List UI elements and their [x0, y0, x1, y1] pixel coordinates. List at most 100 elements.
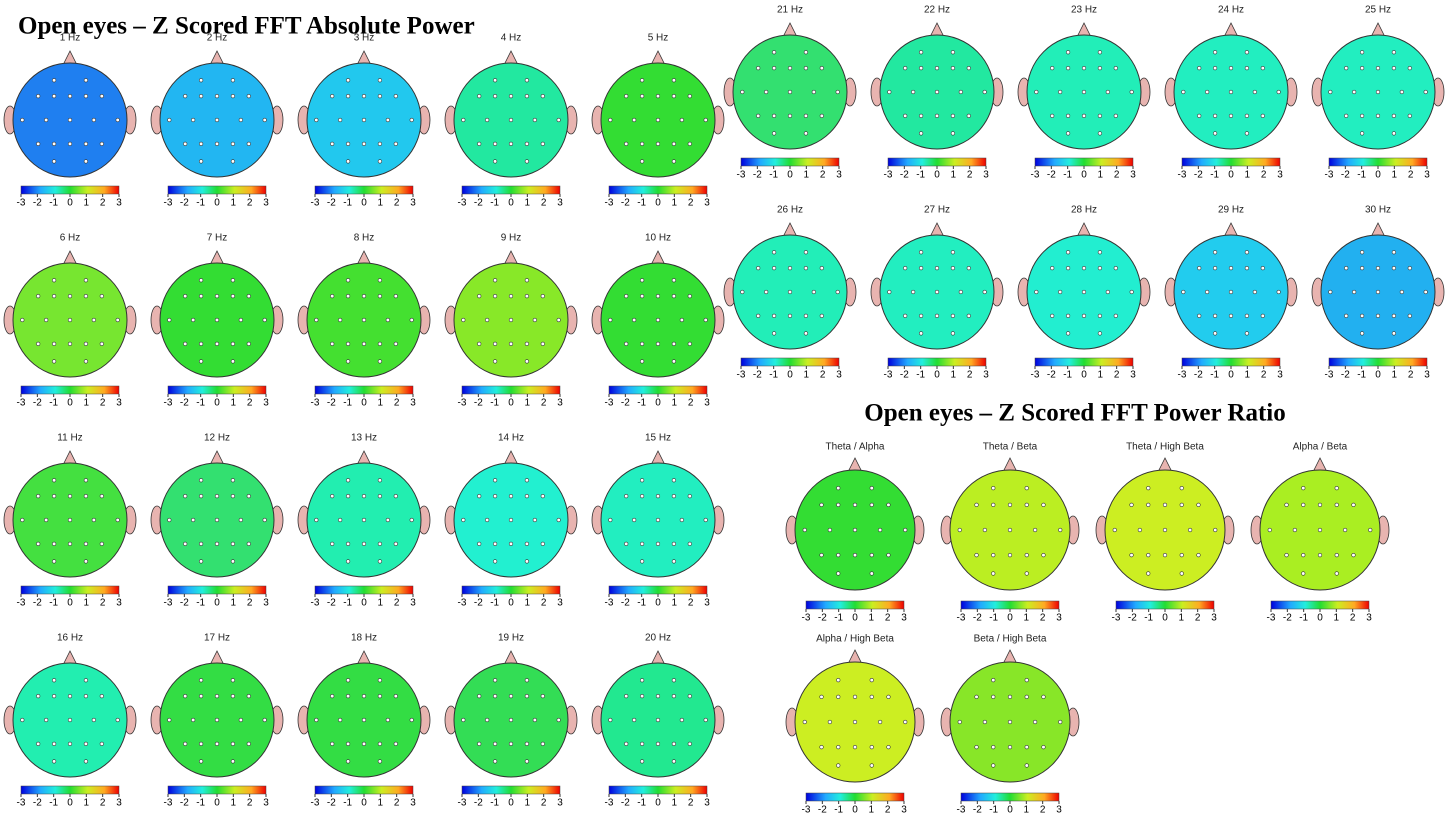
electrode [1260, 313, 1265, 318]
electrode [803, 113, 809, 118]
electrode [20, 517, 25, 523]
electrode [330, 341, 335, 346]
electrode [345, 694, 351, 699]
electrode [639, 678, 645, 683]
electrode [903, 66, 908, 71]
colorbar-tick-label: -3 [605, 198, 614, 209]
electrode [230, 294, 236, 299]
electrode [918, 266, 924, 271]
colorbar [167, 185, 267, 195]
colorbar-tick-label: 3 [410, 598, 416, 609]
colorbar-tick-label: 1 [525, 398, 531, 409]
colorbar-tick-label: 0 [1007, 613, 1013, 624]
map-label: 28 Hz [1071, 205, 1097, 216]
electrode [508, 94, 514, 99]
electrode [508, 117, 514, 123]
electrode [330, 694, 335, 699]
electrode [991, 763, 996, 768]
colorbar-tick-label: -1 [916, 370, 925, 381]
colorbar-tick-label: 2 [885, 805, 891, 816]
electrode [632, 717, 637, 723]
electrode [330, 294, 335, 299]
electrode [393, 141, 398, 146]
colorbar-tick-label: 1 [84, 798, 90, 809]
electrode [492, 478, 498, 483]
electrode [756, 266, 761, 271]
electrode [409, 317, 414, 323]
colorbar-tick-label: 0 [655, 198, 661, 209]
colorbar-tick-label: 2 [541, 598, 547, 609]
electrode [887, 289, 892, 295]
electrode [1146, 486, 1151, 491]
electrode [198, 478, 204, 483]
electrode [852, 527, 858, 533]
electrode [836, 763, 841, 768]
colorbar-tick-label: -2 [474, 598, 483, 609]
electrode [230, 94, 236, 99]
electrode [1197, 266, 1202, 271]
electrode [1041, 553, 1046, 558]
electrode [198, 494, 204, 499]
electrode [1252, 289, 1257, 295]
colorbar-tick-label: 1 [84, 398, 90, 409]
electrode [671, 494, 677, 499]
colorbar-tick-label: -3 [1031, 170, 1040, 181]
electrode [878, 527, 883, 533]
colorbar-tick-label: 2 [100, 398, 106, 409]
colorbar-tick-label: 0 [852, 613, 858, 624]
electrode [477, 294, 482, 299]
map-label: Beta / High Beta [974, 634, 1047, 645]
electrode [869, 745, 874, 750]
electrode [703, 717, 708, 723]
electrode [1024, 571, 1029, 576]
electrode [51, 494, 57, 499]
electrode [361, 541, 367, 546]
electrode [83, 759, 89, 764]
electrode [1423, 89, 1428, 95]
electrode [508, 517, 514, 523]
colorbar [1034, 357, 1134, 367]
electrode [911, 89, 916, 95]
colorbar-tick-label: 2 [541, 798, 547, 809]
electrode [83, 541, 89, 546]
colorbar-tick-label: -2 [180, 198, 189, 209]
colorbar-tick-label: -1 [1210, 170, 1219, 181]
electrode [1113, 113, 1118, 118]
electrode [51, 359, 57, 364]
electrode [345, 559, 351, 564]
colorbar-tick-label: 1 [231, 398, 237, 409]
colorbar-tick-label: 1 [951, 170, 957, 181]
electrode [345, 359, 351, 364]
electrode [345, 278, 351, 283]
colorbar-tick-label: -3 [164, 798, 173, 809]
electrode [1205, 89, 1210, 95]
map-label: 27 Hz [924, 205, 950, 216]
electrode [83, 694, 89, 699]
electrode [485, 117, 490, 123]
electrode [524, 741, 530, 746]
electrode [803, 266, 809, 271]
colorbar-tick-label: 0 [67, 798, 73, 809]
electrode [361, 517, 367, 523]
electrode [83, 141, 89, 146]
topomap: 3 Hz -3 -2 -1 0 1 2 3 [297, 33, 431, 209]
colorbar-tick-label: -1 [49, 798, 58, 809]
map-label: 9 Hz [501, 233, 522, 244]
electrode [385, 717, 390, 723]
colorbar-tick-label: -2 [818, 613, 827, 624]
colorbar-tick-label: 3 [1130, 370, 1136, 381]
electrode [703, 517, 708, 523]
colorbar-tick-label: 2 [688, 398, 694, 409]
electrode [540, 141, 545, 146]
electrode [377, 359, 383, 364]
electrode [787, 313, 793, 318]
electrode [1129, 553, 1134, 558]
colorbar-tick-label: -1 [1299, 613, 1308, 624]
colorbar [314, 385, 414, 395]
electrode [1244, 331, 1250, 336]
electrode [477, 141, 482, 146]
topomap: 22 Hz -3 -2 -1 0 1 2 3 [870, 5, 1004, 181]
electrode [1181, 89, 1186, 95]
electrode [230, 559, 236, 564]
colorbar-tick-label: -2 [180, 398, 189, 409]
